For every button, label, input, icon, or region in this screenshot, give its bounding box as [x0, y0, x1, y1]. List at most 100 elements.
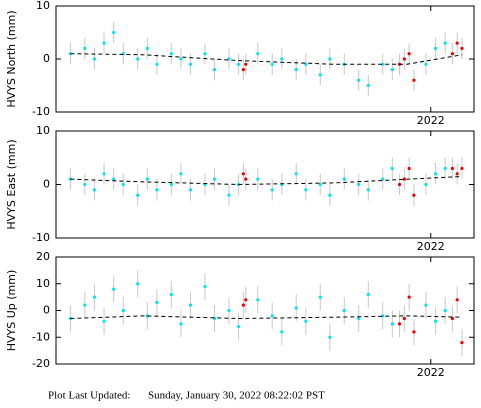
- data-point: [443, 308, 447, 313]
- data-point: [236, 62, 241, 66]
- data-point: [318, 73, 322, 77]
- y-tick-label: -10: [32, 105, 50, 118]
- data-point: [145, 177, 149, 181]
- data-point: [450, 166, 454, 171]
- data-point: [412, 330, 416, 334]
- data-point: [83, 46, 87, 51]
- data-point: [294, 68, 298, 72]
- data-point: [460, 166, 464, 171]
- data-point: [83, 303, 87, 307]
- data-point: [244, 298, 248, 302]
- plot-frame: [55, 256, 475, 365]
- data-point: [112, 177, 116, 181]
- data-point: [92, 188, 97, 192]
- data-point: [424, 303, 428, 307]
- data-point: [136, 282, 140, 286]
- data-point: [412, 193, 416, 197]
- data-point: [155, 300, 159, 305]
- data-point: [455, 172, 459, 176]
- data-point: [227, 308, 231, 313]
- data-point: [304, 319, 308, 323]
- plot-frame: [55, 130, 475, 239]
- plot-frame: [55, 5, 475, 113]
- data-point: [407, 166, 411, 171]
- data-point: [102, 319, 106, 323]
- data-point: [304, 188, 308, 192]
- y-tick-label: 10: [36, 0, 50, 12]
- data-point: [280, 330, 284, 334]
- data-point: [112, 287, 116, 291]
- data-point: [270, 62, 274, 66]
- data-point: [169, 182, 173, 187]
- data-point: [179, 172, 183, 176]
- data-point: [155, 62, 159, 66]
- data-point: [402, 57, 406, 61]
- data-point: [390, 322, 394, 326]
- data-point: [188, 62, 193, 66]
- y-tick-label: 0: [43, 304, 50, 317]
- data-point: [366, 83, 370, 88]
- data-point: [136, 57, 140, 61]
- trend-line: [70, 175, 463, 186]
- data-point: [244, 177, 248, 181]
- footer-date: Sunday, January 30, 2022 08:22:02 PST: [148, 390, 325, 402]
- data-point: [424, 182, 428, 187]
- y-tick-label: -10: [32, 231, 50, 244]
- trend-line: [70, 315, 463, 320]
- y-tick-label: -20: [32, 357, 50, 370]
- data-point: [241, 303, 245, 307]
- data-point: [121, 182, 125, 187]
- data-point: [169, 52, 173, 56]
- y-tick-label: 20: [36, 250, 50, 263]
- data-point: [188, 188, 193, 192]
- data-point: [412, 78, 416, 82]
- data-point: [460, 341, 464, 345]
- data-point: [318, 295, 322, 299]
- data-point: [256, 52, 260, 56]
- data-point: [102, 41, 106, 45]
- data-point: [433, 172, 438, 176]
- data-point: [83, 182, 87, 187]
- data-point: [155, 188, 159, 192]
- data-point: [256, 177, 260, 181]
- data-point: [450, 316, 454, 321]
- x-tick-label: 2022: [417, 240, 445, 253]
- data-point: [179, 322, 183, 326]
- y-tick-label: 0: [43, 52, 50, 65]
- data-point: [342, 177, 346, 181]
- data-point: [450, 52, 454, 56]
- y-axis-label: HVYS Up (mm): [5, 270, 18, 352]
- data-point: [328, 193, 332, 197]
- data-point: [402, 177, 406, 181]
- data-point: [203, 52, 207, 56]
- y-tick-label: 0: [43, 178, 50, 191]
- y-tick-label: 10: [36, 124, 50, 137]
- data-point: [280, 57, 284, 61]
- data-point: [455, 298, 459, 302]
- data-point: [102, 172, 106, 176]
- y-tick-label: 10: [36, 277, 50, 290]
- data-point: [357, 78, 361, 82]
- data-point: [136, 193, 140, 197]
- data-point: [92, 57, 97, 61]
- data-point: [407, 295, 411, 299]
- data-point: [381, 62, 385, 66]
- data-point: [328, 335, 332, 339]
- data-point: [381, 177, 385, 181]
- data-point: [112, 30, 116, 35]
- data-point: [145, 46, 149, 51]
- data-point: [212, 177, 217, 181]
- y-axis-label: HVYS North (mm): [5, 10, 18, 107]
- data-point: [433, 46, 438, 51]
- data-point: [236, 324, 241, 329]
- data-point: [241, 68, 245, 72]
- data-point: [188, 303, 193, 307]
- data-point: [270, 188, 274, 192]
- data-point: [357, 182, 361, 187]
- data-point: [203, 284, 207, 289]
- data-point: [244, 62, 248, 66]
- data-point: [366, 292, 370, 297]
- data-point: [366, 188, 370, 192]
- data-point: [390, 166, 394, 171]
- data-point: [407, 52, 411, 56]
